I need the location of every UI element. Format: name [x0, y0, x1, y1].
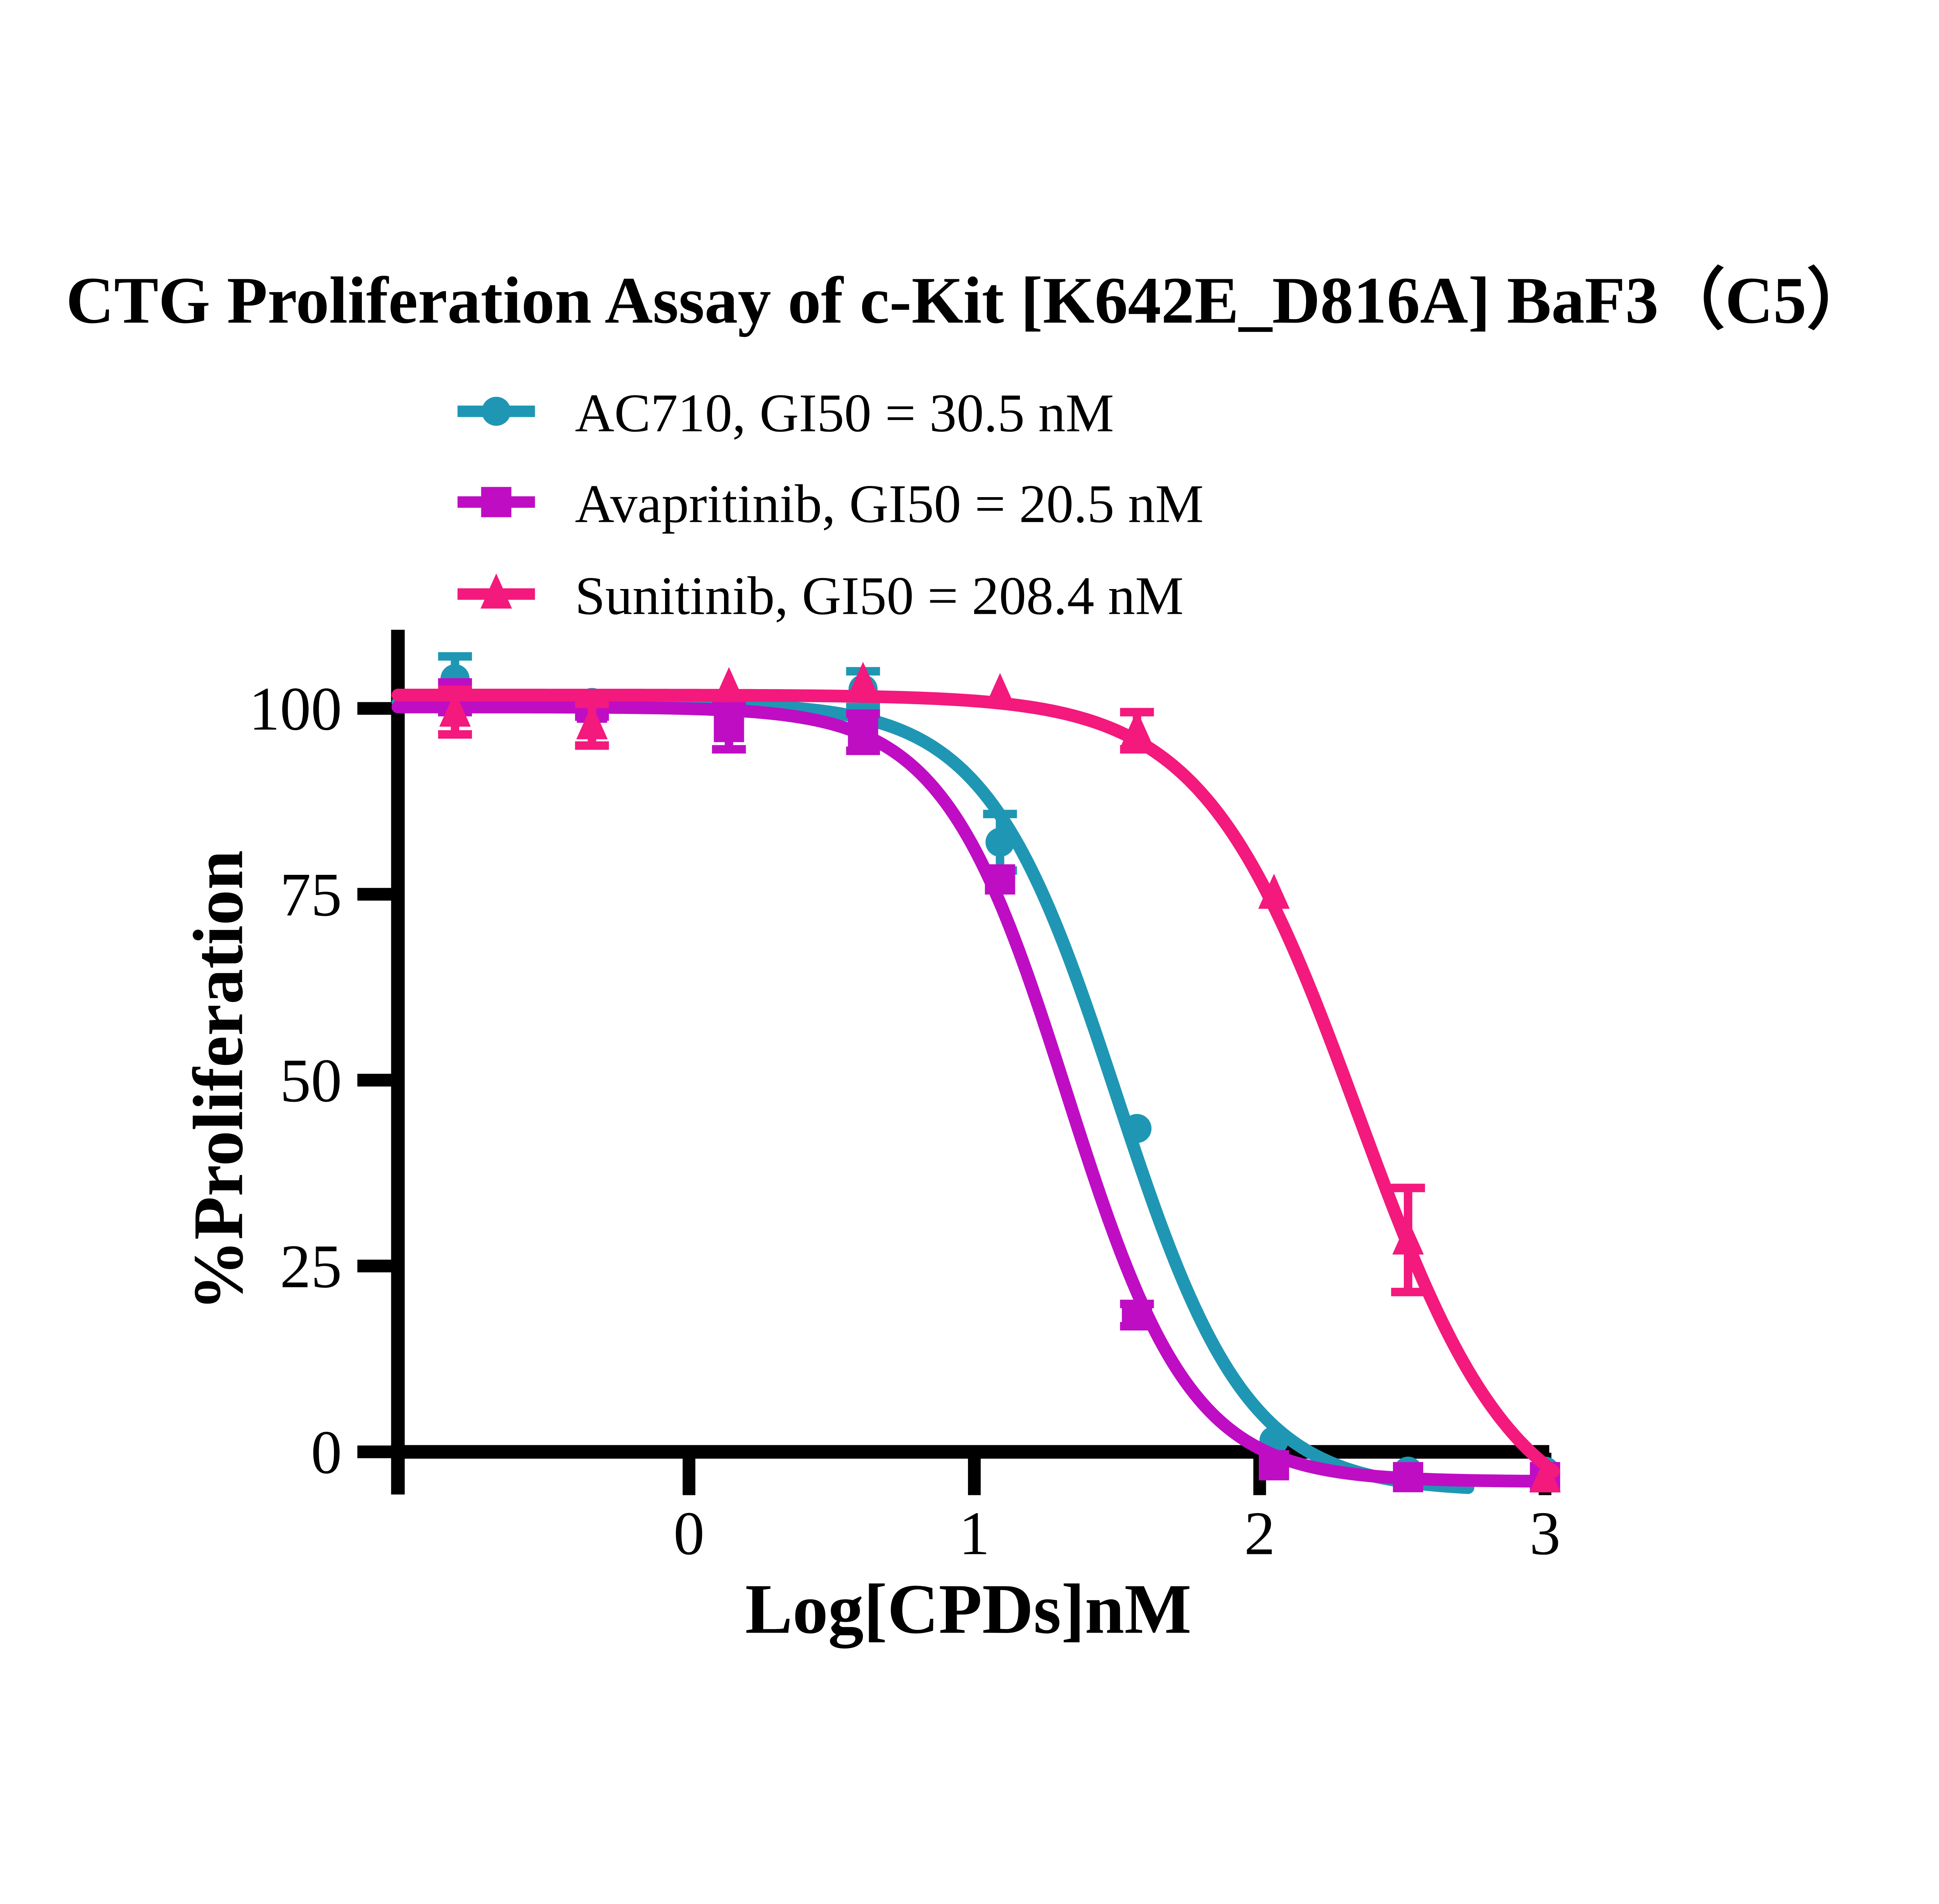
x-axis-title: Log[CPDs]nM	[745, 1570, 1191, 1649]
data-point-marker	[1122, 1300, 1152, 1330]
data-point-marker	[1122, 1114, 1152, 1143]
legend-item-avapritinib: Avapritinib, GI50 = 20.5 nM	[457, 474, 1204, 534]
data-point-marker	[1393, 1462, 1423, 1493]
series-ac710	[391, 652, 1560, 1494]
series-sunitinib	[391, 662, 1561, 1493]
plot-area: 0 25 50 75 100 0 1 2 3	[249, 630, 1561, 1568]
circle-marker-icon	[482, 397, 511, 426]
x-tick-label: 3	[1529, 1499, 1561, 1568]
legend: AC710, GI50 = 30.5 nM Avapritinib, GI50 =…	[457, 383, 1204, 626]
data-point-marker	[1258, 874, 1290, 909]
x-tick-label: 0	[674, 1499, 705, 1568]
data-point-marker	[848, 717, 878, 748]
data-point-marker	[713, 667, 745, 702]
data-point-marker	[576, 704, 608, 739]
data-point-marker	[1121, 710, 1153, 745]
data-point-marker	[984, 673, 1016, 708]
series-avapritinib	[391, 678, 1561, 1493]
data-point-marker	[1392, 1219, 1424, 1255]
legend-label: AC710, GI50 = 30.5 nM	[575, 383, 1114, 443]
legend-item-sunitinib: Sunitinib, GI50 = 208.4 nM	[457, 566, 1184, 626]
fit-curve	[391, 700, 1560, 1488]
data-point-marker	[985, 828, 1015, 857]
y-tick-label: 0	[311, 1418, 342, 1487]
legend-item-ac710: AC710, GI50 = 30.5 nM	[457, 383, 1114, 443]
triangle-marker-icon	[480, 573, 512, 609]
legend-label: Avapritinib, GI50 = 20.5 nM	[575, 474, 1204, 534]
data-point-marker	[1259, 1450, 1289, 1481]
y-tick-label: 75	[280, 860, 342, 929]
y-tick-label: 25	[280, 1232, 342, 1301]
y-tick-label: 50	[280, 1046, 342, 1115]
data-point-marker	[847, 662, 879, 697]
x-tick-label: 1	[959, 1499, 990, 1568]
data-point-marker	[714, 712, 744, 742]
y-tick-label: 100	[249, 674, 342, 743]
y-axis-title: %Proliferation	[179, 850, 257, 1311]
chart-title: CTG Proliferation Assay of c-Kit [K642E_…	[66, 264, 1873, 337]
fit-curve	[391, 696, 1474, 1494]
x-tick-label: 2	[1244, 1499, 1275, 1568]
data-point-marker	[439, 691, 471, 727]
data-point-marker	[985, 864, 1015, 895]
fit-curve	[391, 689, 1560, 1478]
square-marker-icon	[481, 487, 512, 517]
legend-label: Sunitinib, GI50 = 208.4 nM	[575, 566, 1184, 626]
data-point-marker	[1529, 1457, 1561, 1493]
